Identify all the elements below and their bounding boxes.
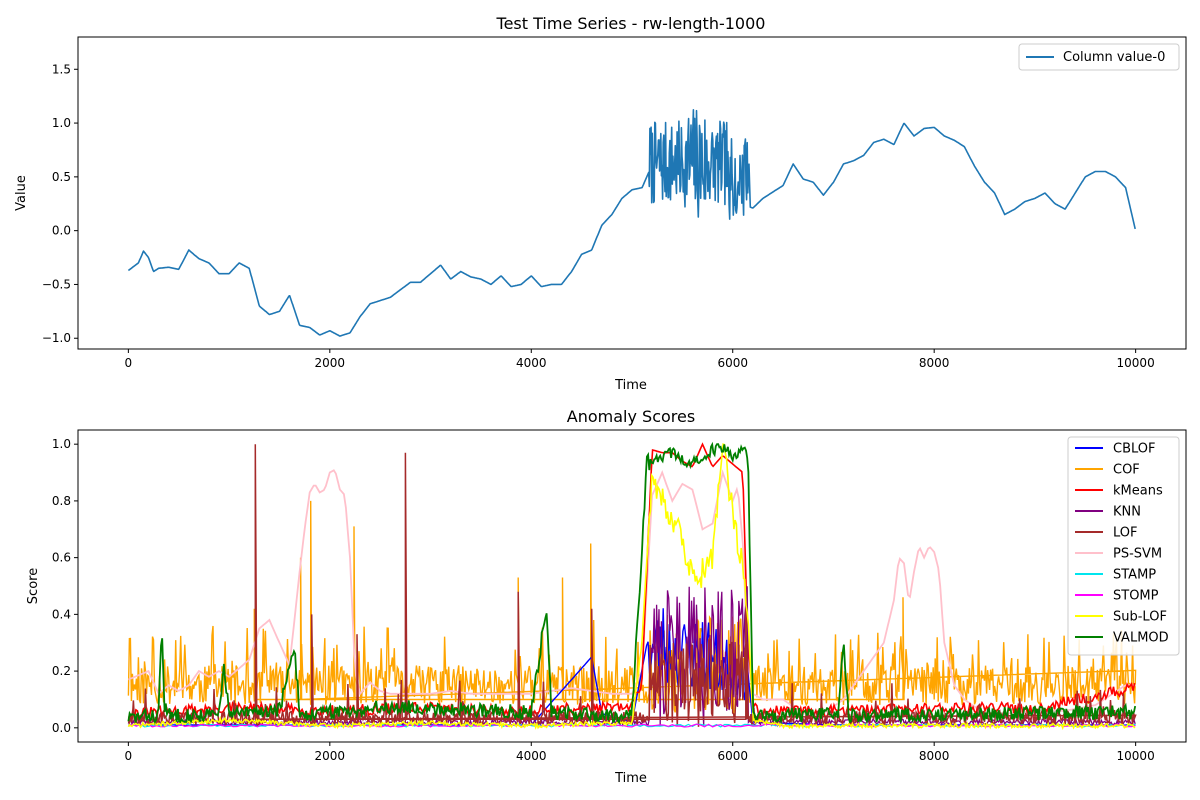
y-tick-label: −0.5: [42, 277, 71, 291]
x-tick-label: 6000: [717, 749, 748, 763]
x-tick-label: 8000: [919, 356, 950, 370]
plot-area: [77, 36, 1187, 350]
plot-area: [77, 429, 1187, 743]
chart-title: Anomaly Scores: [567, 407, 695, 426]
x-axis-label: Time: [614, 378, 647, 393]
anomaly-scores-chart: Anomaly Scores 0 2000 4000 6000 8000 10000 0.0…: [26, 407, 1187, 786]
legend-label: Column value-0: [1063, 50, 1165, 65]
series-line-group: [127, 109, 1136, 337]
legend: Column value-0: [1018, 43, 1180, 71]
x-tick-label: 4000: [516, 749, 547, 763]
x-tick-label: 0: [125, 356, 133, 370]
y-tick-label: 1.0: [52, 437, 71, 451]
y-tick-label: 0.2: [52, 664, 71, 678]
legend-label: PS-SVM: [1113, 547, 1162, 562]
legend-box: [1018, 43, 1180, 71]
x-tick-label: 6000: [717, 356, 748, 370]
series-line-column-value-0: [127, 109, 1136, 337]
series-line-ps-svm: [128, 469, 1136, 715]
legend-box: [1067, 436, 1180, 656]
y-tick-label: 0.6: [52, 551, 71, 565]
y-axis-label: Value: [14, 175, 29, 211]
legend-label: Sub-LOF: [1113, 610, 1167, 625]
x-tick-label: 8000: [919, 749, 950, 763]
score-lines-group: [127, 441, 1137, 731]
x-axis-label: Time: [614, 771, 647, 786]
y-axis-label: Score: [26, 568, 41, 604]
axes: 0 2000 4000 6000 8000 10000 −1.0 −0.5 0.0 0.5 1.0 1…: [42, 62, 1155, 370]
series-line-sub-lof: [127, 443, 1136, 731]
y-tick-label: 1.0: [52, 116, 71, 130]
x-tick-label: 2000: [315, 749, 346, 763]
y-tick-label: −1.0: [42, 331, 71, 345]
legend-label: LOF: [1113, 526, 1138, 541]
x-tick-label: 10000: [1117, 749, 1155, 763]
legend-label: STOMP: [1113, 589, 1159, 604]
y-tick-label: 1.5: [52, 62, 71, 76]
legend-label: KNN: [1113, 505, 1141, 520]
x-tick-label: 2000: [315, 356, 346, 370]
y-tick-label: 0.4: [52, 607, 71, 621]
x-tick-label: 0: [125, 749, 133, 763]
x-tick-label: 4000: [516, 356, 547, 370]
series-line-valmod: [127, 441, 1137, 725]
time-series-chart: Test Time Series - rw-length-1000 0 2000 4…: [14, 14, 1187, 393]
y-tick-label: 0.0: [52, 721, 71, 735]
legend-label: VALMOD: [1113, 631, 1169, 646]
legend-label: kMeans: [1113, 484, 1163, 499]
series-line-lof: [127, 444, 1137, 728]
chart-title: Test Time Series - rw-length-1000: [496, 14, 766, 33]
x-tick-label: 10000: [1117, 356, 1155, 370]
y-tick-label: 0.8: [52, 494, 71, 508]
axes: 0 2000 4000 6000 8000 10000 0.0 0.2 0.4 0.6 0.8 1.0: [52, 437, 1155, 763]
legend-label: STAMP: [1113, 568, 1156, 583]
y-tick-label: 0.0: [52, 224, 71, 238]
legend-label: CBLOF: [1113, 442, 1156, 457]
series-line-cof: [127, 500, 1137, 714]
legend: CBLOF COF kMeans KNN LOF PS-SVM STAMP STOMP Sub-…: [1067, 436, 1180, 656]
legend-label: COF: [1113, 463, 1140, 478]
y-tick-label: 0.5: [52, 170, 71, 184]
